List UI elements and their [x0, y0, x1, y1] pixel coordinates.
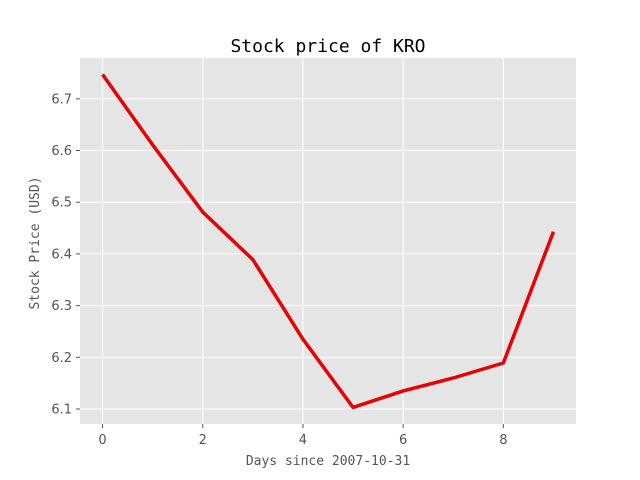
y-tick-label: 6.5	[51, 196, 72, 211]
series-group	[101, 73, 556, 410]
x-tick-label: 8	[499, 433, 507, 448]
chart-title: Stock price of KRO	[230, 36, 425, 57]
x-tick-label: 0	[98, 433, 106, 448]
x-tick-label: 2	[199, 433, 207, 448]
axis-ticks: 0 2 4 6 8 6.1 6.2 6.3 6.4 6.5 6.6 6.7	[51, 92, 507, 448]
y-tick-label: 6.3	[51, 299, 72, 314]
plot-area	[80, 58, 576, 424]
x-tick-label: 6	[399, 433, 407, 448]
grid-lines	[80, 58, 576, 424]
y-tick-label: 6.4	[51, 247, 72, 262]
y-tick-label: 6.6	[51, 144, 72, 159]
x-tick-label: 4	[299, 433, 307, 448]
x-axis-label: Days since 2007-10-31	[246, 454, 410, 469]
y-tick-label: 6.2	[51, 351, 72, 366]
y-tick-label: 6.1	[51, 403, 72, 418]
y-tick-label: 6.7	[51, 92, 72, 107]
series-line	[101, 73, 556, 410]
y-axis-label: Stock Price (USD)	[28, 176, 43, 309]
